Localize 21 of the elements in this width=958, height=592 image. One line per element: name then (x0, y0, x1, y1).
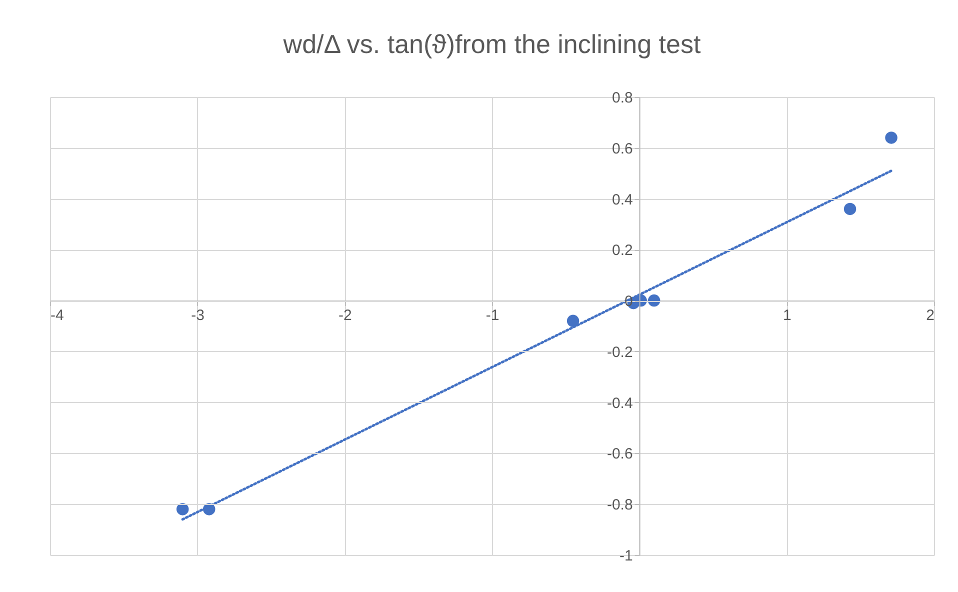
x-tick-label: -2 (338, 307, 352, 324)
y-tick-label: -0.4 (606, 394, 633, 412)
y-tick-label: -0.8 (606, 496, 633, 514)
y-tick-label: 0.8 (612, 90, 633, 106)
x-tick-label: 2 (926, 307, 934, 324)
y-tick-label: -0.2 (606, 344, 633, 361)
point (176, 503, 189, 516)
y-tick-label: 0.2 (612, 242, 633, 260)
point (566, 314, 580, 328)
y-tick-label: -1 (619, 548, 633, 564)
x-tick-label: -1 (486, 307, 500, 324)
point (885, 132, 898, 144)
y-tick-label: -0.6 (606, 446, 633, 463)
y-tick-label: 0.4 (612, 191, 633, 208)
y-tick-label: 0.6 (612, 140, 633, 158)
chart-title: wd/Δ vs. tan(ϑ)from the inclining test (282, 29, 702, 59)
x-tick-label: 1 (782, 307, 792, 324)
x-tick-label: -3 (191, 307, 205, 324)
x-tick-label: -4 (50, 307, 64, 324)
point (844, 202, 856, 216)
point (648, 294, 660, 307)
